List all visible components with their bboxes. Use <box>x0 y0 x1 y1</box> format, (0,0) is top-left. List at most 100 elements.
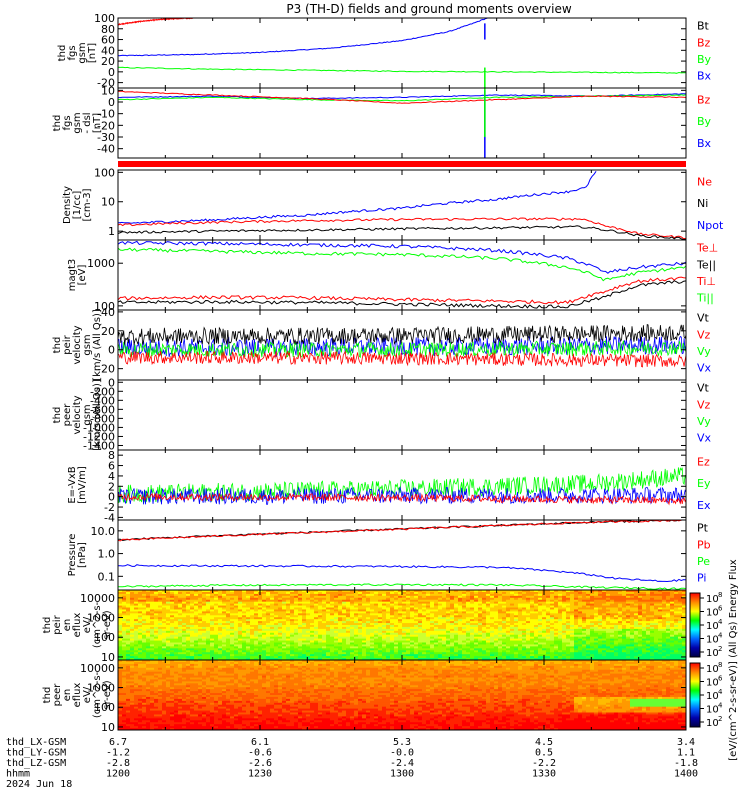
y-axis-label: magt3 <box>67 259 78 292</box>
legend-Pt: Pt <box>697 522 709 535</box>
y-tick-label: 10000 <box>80 662 115 675</box>
y-tick-label: 1000 <box>87 682 115 695</box>
y-axis-label: Density <box>62 186 73 224</box>
y-axis-label: sr-eV) <box>102 680 113 709</box>
y-tick-label: 60 <box>101 34 115 47</box>
legend-Pi: Pi <box>697 572 706 585</box>
series-Vy <box>118 340 686 359</box>
series-group-temperature <box>118 240 686 309</box>
legend-Vt: Vt <box>697 382 710 395</box>
series-Ti⊥ <box>118 240 686 274</box>
y-tick-label: -1200 <box>83 430 115 443</box>
series-group-fgs_dsl <box>118 88 686 158</box>
legend-Vy: Vy <box>697 415 711 428</box>
x-date: 2024 Jun 18 <box>6 779 72 790</box>
panel-peer_spec: 10000 1000 100 10 thd peer en eflux eV/(cm^2-s-s… <box>42 659 687 734</box>
legend-Bz: Bz <box>697 93 711 106</box>
x-row-value: 1.1 <box>677 748 695 759</box>
spectrogram-peer_spec <box>118 660 686 730</box>
series-Vz <box>118 350 686 368</box>
y-axis-label: eV/ <box>82 686 93 703</box>
colorbar-tick-label: 10 <box>706 691 719 702</box>
legend-Vx: Vx <box>697 362 712 375</box>
colorbar-gradient <box>689 662 701 728</box>
y-axis-label: [mV/m] <box>77 466 88 504</box>
y-axis-label: fgs <box>67 45 78 60</box>
colorbar-tick-exp: 4 <box>718 688 723 696</box>
y-tick-label: 100 <box>94 166 115 179</box>
y-axis-label: en <box>62 689 73 702</box>
series-Bz <box>118 18 194 26</box>
legend-Ni: Ni <box>697 197 708 210</box>
legend-Bz: Bz <box>697 36 711 49</box>
x-row-value: -1.2 <box>106 748 130 759</box>
legend-Ne: Ne <box>697 175 712 188</box>
legend-By: By <box>697 53 712 66</box>
y-axis-label: E=-VxB <box>67 466 78 503</box>
y-tick-label: 10000 <box>80 592 115 605</box>
y-tick-label: -1400 <box>83 439 115 452</box>
colorbar-tick-label: 10 <box>706 664 719 675</box>
y-tick-label: 10 <box>101 721 115 734</box>
legend-Ey: Ey <box>697 477 711 490</box>
legend-By: By <box>697 115 712 128</box>
legend-Bx: Bx <box>697 137 712 150</box>
legend-Npot: Npot <box>697 219 724 232</box>
y-axis-label: eflux <box>72 613 83 638</box>
spectrogram-peir_spec <box>118 590 686 660</box>
x-row-label: thd_LX-GSM <box>6 737 66 748</box>
y-tick-label: 10 <box>101 84 115 97</box>
y-tick-label: 40 <box>101 306 115 319</box>
legend-Vz: Vz <box>697 328 711 341</box>
y-axis-label: thd <box>42 617 53 634</box>
x-row-value: 1400 <box>674 769 698 780</box>
y-tick-label: 20 <box>101 55 115 68</box>
legend-Ti⊥: Ti⊥ <box>696 275 716 288</box>
y-tick-label: 0.1 <box>98 570 116 583</box>
x-row-value: -2.2 <box>532 758 556 769</box>
colorbar-tick-label: 10 <box>706 621 719 632</box>
legend-Bt: Bt <box>697 20 710 33</box>
y-axis-label: gsm <box>82 334 93 355</box>
y-axis-label: [eV] <box>77 265 88 286</box>
series-By <box>118 66 686 74</box>
y-axis-label: thd <box>42 687 53 704</box>
y-axis-label: peer <box>52 683 63 707</box>
x-row-value: -0.6 <box>248 748 272 759</box>
y-tick-label: -200 <box>90 385 115 398</box>
y-tick-label: 0 <box>108 344 115 357</box>
series-Bx <box>118 18 488 57</box>
y-axis-label: fgs <box>62 115 73 130</box>
colorbar-peir_cbar: 10 810 610 410 410 2 <box>689 591 723 659</box>
colorbar-tick-exp: 4 <box>718 632 723 640</box>
x-row-value: 0.5 <box>535 748 553 759</box>
y-tick-label: 100 <box>94 12 115 25</box>
y-axis-label: [km/s (All Qs)] <box>92 309 103 381</box>
y-tick-label: 6 <box>108 460 115 473</box>
series-group-fgs <box>118 18 686 88</box>
y-tick-label: 0 <box>108 376 115 389</box>
series-group-efield <box>118 467 686 506</box>
series-Vt <box>118 324 686 346</box>
legend-Te||: Te|| <box>696 258 716 271</box>
y-axis-label: (cm^2-s- <box>92 671 103 718</box>
series-Ne <box>118 217 686 240</box>
y-tick-label: -400 <box>90 394 115 407</box>
x-row-value: 3.4 <box>677 737 695 748</box>
legend-Ex: Ex <box>697 499 711 512</box>
y-axis-label: [km/s (All Qs)] <box>92 379 103 451</box>
x-row-value: -2.8 <box>106 758 130 769</box>
series-Ex <box>118 486 686 505</box>
legend-Ez: Ez <box>697 455 710 468</box>
colorbar-gradient <box>689 592 701 658</box>
y-tick-label: -1000 <box>83 421 115 434</box>
y-tick-label: 40 <box>101 44 115 57</box>
series-Te⊥ <box>118 276 686 305</box>
x-row-label: thd_LY-GSM <box>6 748 66 759</box>
panel-frame <box>117 169 687 241</box>
legend-Vx: Vx <box>697 432 712 445</box>
panel-frame <box>117 87 687 159</box>
y-axis-label: [nT] <box>92 113 103 133</box>
colorbar-tick-exp: 6 <box>718 605 723 613</box>
